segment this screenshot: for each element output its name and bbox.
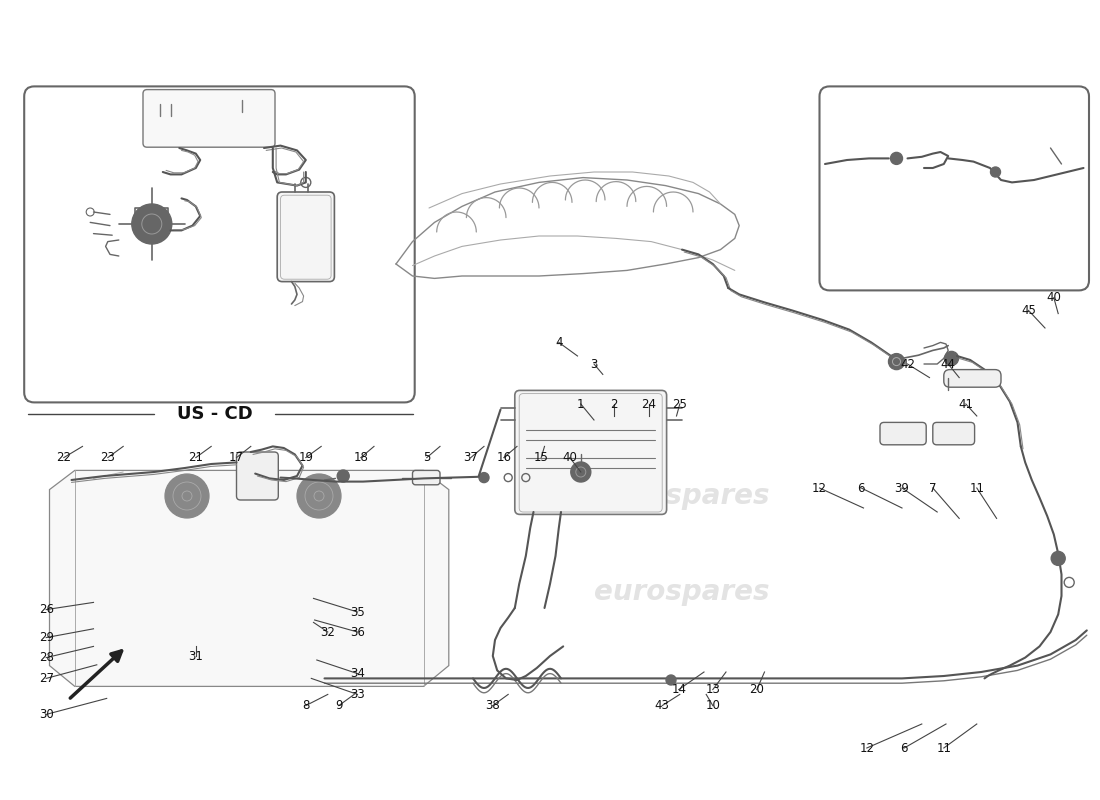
Text: 7: 7 [930,482,936,494]
Text: 6: 6 [858,482,865,494]
Text: 21: 21 [188,451,204,464]
Text: 27: 27 [39,672,54,685]
Text: 18: 18 [353,451,369,464]
Text: 28: 28 [39,651,54,664]
FancyBboxPatch shape [236,452,278,500]
Text: 22: 22 [56,451,72,464]
Circle shape [338,470,349,482]
Text: US - CD: US - CD [177,406,252,423]
Text: 13: 13 [705,683,720,696]
Circle shape [990,167,1001,177]
Circle shape [165,474,209,518]
Text: 11: 11 [936,742,952,754]
Text: eurospares: eurospares [594,578,770,606]
Text: 23: 23 [100,451,116,464]
Text: 16: 16 [496,451,512,464]
FancyBboxPatch shape [515,390,667,514]
Text: 29: 29 [39,631,54,644]
Text: 5: 5 [424,451,430,464]
FancyBboxPatch shape [412,470,440,485]
Circle shape [571,462,591,482]
Text: 11: 11 [969,482,984,494]
Text: 12: 12 [859,742,874,754]
Text: 41: 41 [958,398,974,410]
FancyBboxPatch shape [24,86,415,402]
Text: 6: 6 [901,742,908,754]
Text: 9: 9 [336,699,342,712]
Text: 44: 44 [940,358,956,370]
FancyBboxPatch shape [143,90,275,147]
Text: 15: 15 [534,451,549,464]
Polygon shape [50,470,449,686]
Text: 32: 32 [320,626,336,638]
Text: 36: 36 [350,626,365,638]
Text: 35: 35 [350,606,365,618]
Text: 26: 26 [39,603,54,616]
Text: 8: 8 [302,699,309,712]
Circle shape [889,354,904,370]
Text: 45: 45 [1021,304,1036,317]
Text: 10: 10 [705,699,720,712]
Text: eurospares: eurospares [594,482,770,510]
Text: eurospares: eurospares [242,578,418,606]
Text: 20: 20 [749,683,764,696]
Circle shape [666,675,676,685]
FancyBboxPatch shape [880,422,926,445]
Text: 34: 34 [350,667,365,680]
Circle shape [891,152,902,164]
Text: 42: 42 [900,358,915,370]
Text: 43: 43 [654,699,670,712]
Text: 4: 4 [556,336,562,349]
Circle shape [297,474,341,518]
Text: 40: 40 [562,451,578,464]
Text: 25: 25 [672,398,688,410]
Text: 38: 38 [485,699,501,712]
Text: 31: 31 [188,650,204,662]
Text: 1: 1 [578,398,584,410]
Text: 2: 2 [610,398,617,410]
Circle shape [945,351,958,366]
Text: 19: 19 [298,451,314,464]
FancyBboxPatch shape [277,192,334,282]
FancyBboxPatch shape [820,86,1089,290]
Text: 37: 37 [463,451,478,464]
Text: 33: 33 [350,688,365,701]
Text: 17: 17 [229,451,244,464]
Circle shape [478,473,490,482]
Circle shape [132,204,172,244]
Text: 14: 14 [671,683,686,696]
Text: 40: 40 [1046,291,1062,304]
Text: 24: 24 [641,398,657,410]
FancyBboxPatch shape [933,422,975,445]
FancyBboxPatch shape [944,370,1001,387]
Circle shape [1052,551,1065,566]
Text: 12: 12 [812,482,827,494]
Text: 3: 3 [591,358,597,370]
Text: 39: 39 [894,482,910,494]
Text: 30: 30 [39,708,54,721]
